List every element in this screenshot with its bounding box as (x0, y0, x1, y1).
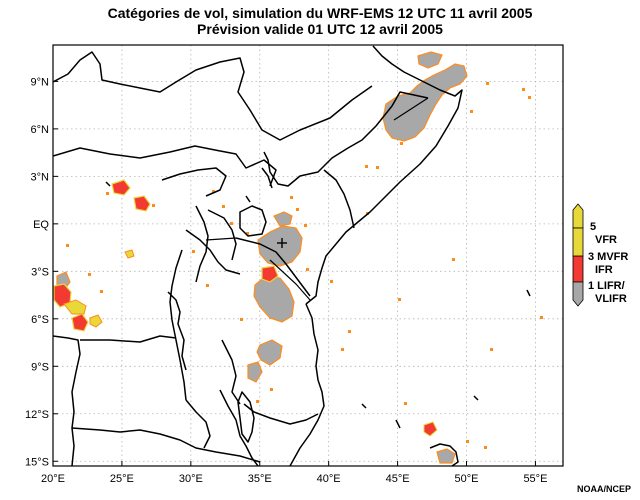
y-tick-label-6: 9°S (31, 361, 49, 373)
x-tick-label-5: 45°E (386, 473, 410, 485)
vfr-area-west-a (63, 299, 87, 315)
lifr-area-kenya-small (273, 211, 293, 227)
lifr-area-kenya-north (257, 225, 303, 267)
lifr-area-mozambique (247, 361, 263, 383)
ifr-area-west-b (71, 313, 89, 332)
x-tick-label-1: 25°E (110, 473, 134, 485)
legend-ifr-swatch (572, 255, 584, 283)
legend-label-vlifr: VLIFR (595, 293, 627, 305)
lifr-area-somalia-north (382, 63, 468, 142)
legend-label-5: 5 (590, 221, 596, 233)
y-tick-label-5: 6°S (31, 314, 49, 326)
flight-category-legend: 5 VFR 3 MVFR IFR 1 LIFR/ VLIFR (572, 203, 628, 307)
legend-vfr-swatch (572, 203, 584, 229)
x-tick-label-2: 30°E (179, 473, 203, 485)
legend-label-ifr: IFR (595, 264, 613, 276)
y-tick-label-2: 3°N (31, 171, 50, 183)
ifr-area-congo-a (111, 179, 131, 196)
legend-mvfr-swatch (572, 227, 584, 257)
x-tick-label-7: 55°E (523, 473, 547, 485)
y-tick-label-7: 12°S (25, 409, 49, 421)
longitude-axis: 20°E 25°E 30°E 35°E 40°E 45°E 50°E 55°E (41, 461, 547, 485)
x-tick-label-4: 40°E (317, 473, 341, 485)
station-marker (277, 238, 287, 248)
domain-lines (205, 97, 429, 301)
y-tick-label-0: 9°N (31, 76, 50, 88)
map-subtitle: Prévision valide 01 UTC 12 avril 2005 (197, 21, 443, 37)
y-tick-label-3: EQ (33, 219, 49, 231)
legend-lifr-swatch (572, 281, 584, 307)
y-tick-label-8: 15°S (25, 456, 49, 468)
x-tick-label-6: 50°E (455, 473, 479, 485)
x-tick-label-3: 35°E (248, 473, 272, 485)
flight-category-fields (53, 51, 543, 464)
y-tick-label-4: 3°S (31, 266, 49, 278)
credit-label: NOAA/NCEP (577, 484, 632, 494)
y-tick-label-1: 6°N (31, 124, 50, 136)
map-title: Catégories de vol, simulation du WRF-EMS… (107, 5, 533, 21)
x-tick-label-0: 20°E (41, 473, 65, 485)
lifr-area-tanzania-south (256, 339, 283, 366)
legend-label-mvfr: 3 MVFR (588, 251, 628, 263)
map-frame (52, 44, 564, 467)
ifr-area-madagascar (423, 421, 438, 437)
coastlines-and-borders (53, 45, 531, 466)
lifr-area-madagascar (436, 448, 456, 464)
vfr-area-west-b (89, 314, 103, 328)
ifr-area-tanzania (261, 265, 279, 283)
vfr-area-congo (124, 249, 135, 259)
legend-label-lifr: 1 LIFR/ (588, 280, 625, 292)
scattered-cells (66, 82, 543, 449)
latitude-axis: 9°N 6°N 3°N EQ 3°S 6°S 9°S 12°S 15°S (25, 76, 58, 468)
lifr-area-somalia-top (417, 51, 443, 69)
legend-label-vfr: VFR (595, 234, 617, 246)
ifr-area-congo-b (133, 195, 151, 212)
